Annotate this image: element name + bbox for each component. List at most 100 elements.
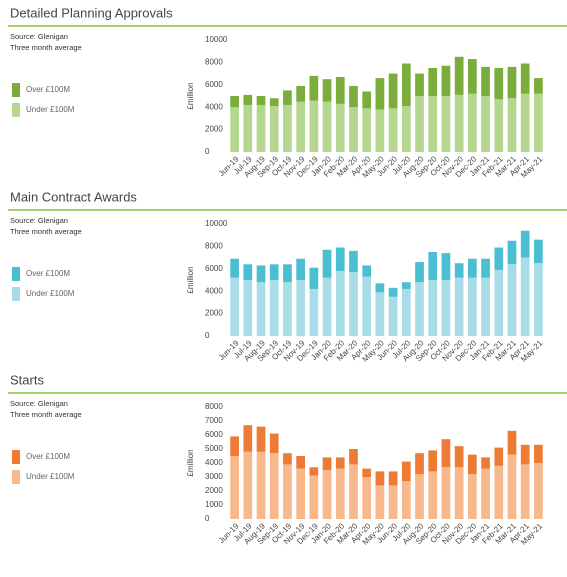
bar-segment [349, 85, 358, 108]
source: Source: Glenigan [10, 32, 68, 41]
bar-segment [401, 282, 411, 289]
bar-segment [375, 109, 385, 152]
bar-segment [362, 91, 372, 109]
bar-segment [507, 66, 517, 99]
bar-segment [441, 280, 451, 336]
legend-swatch [12, 267, 20, 281]
bar-segment [375, 471, 385, 486]
bar-segment [296, 468, 306, 519]
bar-segment [375, 292, 385, 336]
bar-segment [401, 288, 411, 336]
bar-segment [534, 263, 543, 336]
bar-segment [481, 96, 490, 152]
legend-swatch [12, 103, 20, 117]
bar-segment [534, 239, 543, 264]
bar-segment [481, 457, 490, 469]
section-title: Starts [10, 372, 44, 387]
bar-segment [309, 267, 319, 289]
legend-label: Under £100M [26, 472, 75, 481]
bar-segment [256, 451, 266, 519]
bar-segment [481, 468, 490, 519]
y-tick-label: 0 [205, 514, 210, 523]
bar-segment [269, 280, 279, 336]
bar-segment [520, 63, 530, 94]
legend-swatch [12, 450, 20, 464]
bar-segment [283, 104, 292, 152]
bar-segment [243, 94, 253, 105]
bar-segment [269, 264, 279, 280]
bar-segment [415, 73, 424, 96]
bar-segment [296, 101, 306, 152]
bar-segment [494, 99, 504, 152]
y-axis-label: £million [186, 266, 195, 293]
bar-segment [467, 277, 477, 336]
bar-segment [388, 485, 398, 519]
bar-segment [441, 253, 451, 280]
bar-segment [415, 453, 424, 475]
bar-segment [256, 282, 266, 336]
bar-segment [534, 93, 543, 152]
bar-segment [415, 96, 424, 152]
y-tick-label: 6000 [205, 80, 223, 89]
y-tick-label: 4000 [205, 102, 223, 111]
y-axis-label: £million [186, 82, 195, 109]
bar-segment [296, 258, 306, 280]
bar-segment [375, 78, 385, 110]
bar-segment [269, 453, 279, 519]
bar-segment [322, 277, 332, 336]
bar-segment [269, 433, 279, 454]
bar-segment [269, 98, 279, 107]
bar-segment [256, 265, 266, 283]
bar-segment [428, 280, 438, 336]
bar-segment [230, 277, 239, 336]
bar-segment [322, 101, 332, 152]
bar-segment [243, 280, 253, 336]
bar-segment [454, 56, 464, 95]
bar-segment [520, 93, 530, 152]
bar-segment [256, 426, 266, 452]
bar-segment [388, 296, 398, 336]
section-title: Main Contract Awards [10, 189, 137, 204]
bar-segment [283, 464, 292, 519]
bar-segment [335, 271, 345, 336]
bar-segment [401, 106, 411, 152]
legend-label: Over £100M [26, 85, 70, 94]
bar-segment [349, 272, 358, 336]
bar-segment [243, 451, 253, 519]
bar-segment [454, 446, 464, 468]
bar-segment [428, 68, 438, 96]
bar-segment [335, 468, 345, 519]
bar-segment [362, 265, 372, 277]
bar-segment [335, 457, 345, 469]
bar-segment [388, 73, 398, 109]
y-tick-label: 4000 [205, 458, 223, 467]
bar-segment [454, 277, 464, 336]
bar-segment [243, 264, 253, 280]
y-tick-label: 8000 [205, 58, 223, 67]
bar-segment [428, 96, 438, 152]
bar-segment [362, 276, 372, 336]
bar-segment [441, 65, 451, 96]
bar-segment [507, 98, 517, 152]
bar-segment [454, 94, 464, 152]
legend-label: Under £100M [26, 289, 75, 298]
y-tick-label: 3000 [205, 472, 223, 481]
bar-segment [520, 257, 530, 336]
bar-segment [322, 457, 332, 470]
y-tick-label: 10000 [205, 35, 228, 44]
bar-segment [256, 104, 266, 152]
bar-segment [494, 68, 504, 100]
bar-segment [230, 456, 239, 519]
legend-swatch [12, 470, 20, 484]
source: Source: Glenigan [10, 399, 68, 408]
bar-segment [428, 450, 438, 472]
bar-segment [388, 287, 398, 297]
source: Source: Glenigan [10, 216, 68, 225]
bar-segment [349, 107, 358, 152]
bar-segment [467, 454, 477, 475]
bar-segment [309, 100, 319, 152]
bar-segment [401, 63, 411, 107]
y-tick-label: 6000 [205, 264, 223, 273]
bar-segment [243, 104, 253, 152]
y-tick-label: 1000 [205, 500, 223, 509]
